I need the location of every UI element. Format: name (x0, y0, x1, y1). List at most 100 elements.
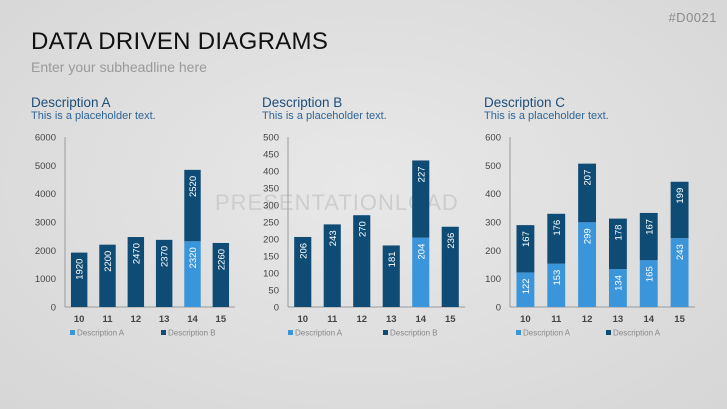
chart-b-xtick-label: 11 (327, 314, 338, 325)
chart-b-data-label: 204 (416, 244, 427, 260)
chart-b-bar-b (382, 245, 400, 307)
chart-a-legend-swatch (70, 330, 75, 335)
chart-c-data-label: 199 (675, 188, 686, 204)
chart-a-ytick-label: 4000 (35, 189, 56, 200)
chart-c-bar-b (608, 218, 627, 270)
chart-a-data-label: 2520 (188, 176, 199, 197)
chart-c-bar-b (670, 181, 689, 239)
chart-c-data-label: 153 (552, 270, 563, 286)
chart-c-data-label: 167 (644, 219, 655, 235)
chart-b-legend-label: Description B (390, 329, 438, 338)
chart-c-data-label: 299 (583, 228, 594, 244)
chart-b-ytick-label: 50 (268, 286, 279, 297)
chart-b-ytick-label: 100 (263, 269, 279, 280)
chart-a-ytick-label: 5000 (35, 161, 56, 172)
chart-a-data-label: 2200 (103, 251, 114, 272)
chart-a-xtick-label: 15 (216, 314, 227, 325)
chart-b-ytick-label: 450 (263, 150, 279, 161)
chart-a-data-label: 1920 (75, 259, 86, 280)
slide-code: #D0021 (668, 10, 717, 25)
chart-b-ytick-label: 350 (263, 184, 279, 195)
chart-b-ytick-label: 300 (263, 201, 279, 212)
chart-a-ytick-label: 3000 (35, 218, 56, 229)
chart-c-xtick-label: 13 (613, 314, 624, 325)
chart-c-ytick-label: 200 (485, 246, 501, 257)
chart-a-ytick-label: 1000 (35, 274, 56, 285)
chart-a-data-label: 2260 (216, 249, 227, 270)
chart-c-legend-label: Description A (523, 329, 571, 338)
chart-a-legend-label: Description A (77, 329, 125, 338)
chart-b-xtick-label: 15 (445, 314, 456, 325)
chart-b-legend-swatch (288, 330, 293, 335)
chart-b-xtick-label: 10 (297, 314, 308, 325)
chart-a-bar-b (212, 242, 230, 307)
chart-c-subtitle: This is a placeholder text. (484, 110, 609, 122)
chart-c-data-label: 122 (521, 278, 532, 294)
chart-b-title: Description B (262, 95, 343, 110)
chart-c-legend-label: Description A (613, 329, 661, 338)
chart-c-bar-a (516, 272, 535, 307)
chart-b-bar-b (441, 226, 459, 307)
chart-a-bar-a (184, 241, 201, 307)
chart-c-xtick-label: 14 (643, 314, 654, 325)
chart-c-xtick-label: 11 (551, 314, 562, 325)
chart-c-bar-a (578, 222, 597, 307)
chart-b-bar-b (294, 236, 312, 307)
chart-c-bar-a (639, 260, 658, 307)
chart-a-data-label: 2470 (131, 243, 142, 264)
chart-b-ytick-label: 150 (263, 252, 279, 263)
chart-b-xtick-label: 13 (386, 314, 397, 325)
chart-c-xtick-label: 12 (582, 314, 593, 325)
chart-c-xtick-label: 10 (520, 314, 531, 325)
chart-c-ytick-label: 300 (485, 218, 501, 229)
chart-a-bar-b (184, 169, 201, 242)
chart-b-data-label: 236 (446, 233, 457, 249)
chart-c-data-label: 165 (644, 266, 655, 282)
chart-c-xtick-label: 15 (674, 314, 685, 325)
chart-b-bar-b (353, 215, 371, 307)
chart-b-ytick-label: 250 (263, 218, 279, 229)
chart-b-data-label: 181 (387, 251, 398, 267)
chart-c-data-label: 207 (583, 170, 594, 186)
chart-a-subtitle: This is a placeholder text. (31, 110, 156, 122)
chart-a-bar-b (99, 244, 116, 307)
chart-a-ytick-label: 2000 (35, 246, 56, 257)
page-subtitle: Enter your subheadline here (31, 59, 207, 75)
chart-a-legend-label: Description B (168, 329, 216, 338)
chart-a-ytick-label: 6000 (35, 133, 56, 144)
chart-b-bar-a (412, 237, 430, 307)
chart-a-bar-b (127, 237, 145, 307)
chart-b-subtitle: This is a placeholder text. (262, 110, 387, 122)
chart-b-xtick-label: 14 (415, 314, 426, 325)
chart-c-bar-a (608, 269, 627, 307)
chart-b-bar-b (323, 224, 341, 307)
chart-b-data-label: 227 (416, 166, 427, 182)
chart-a-bar-b (70, 252, 88, 307)
chart-c-data-label: 134 (613, 275, 624, 291)
page-title: DATA DRIVEN DIAGRAMS (31, 28, 329, 55)
chart-c-bar-b (578, 163, 597, 223)
chart-c-legend-swatch (606, 330, 611, 335)
chart-c-legend-swatch (516, 330, 521, 335)
chart-a-xtick-label: 13 (159, 314, 170, 325)
chart-c-ytick-label: 600 (485, 133, 501, 144)
chart-b-data-label: 243 (328, 230, 339, 246)
chart-a-xtick-label: 14 (187, 314, 198, 325)
chart-a-xtick-label: 10 (74, 314, 85, 325)
chart-a-ytick-label: 0 (51, 303, 56, 314)
chart-c-bar-a (670, 238, 689, 307)
chart-c-data-label: 176 (552, 220, 563, 236)
chart-a-data-label: 2320 (188, 247, 199, 268)
chart-b-data-label: 270 (357, 221, 368, 237)
chart-c-ytick-label: 500 (485, 161, 501, 172)
chart-a-bar-b (155, 239, 173, 307)
chart-c-data-label: 243 (675, 244, 686, 260)
chart-b-ytick-label: 200 (263, 235, 279, 246)
chart-b-legend-swatch (383, 330, 388, 335)
chart-b-ytick-label: 400 (263, 167, 279, 178)
chart-b-ytick-label: 500 (263, 133, 279, 144)
chart-c-title: Description C (484, 95, 566, 110)
chart-a-xtick-label: 11 (102, 314, 113, 325)
chart-c-ytick-label: 100 (485, 274, 501, 285)
